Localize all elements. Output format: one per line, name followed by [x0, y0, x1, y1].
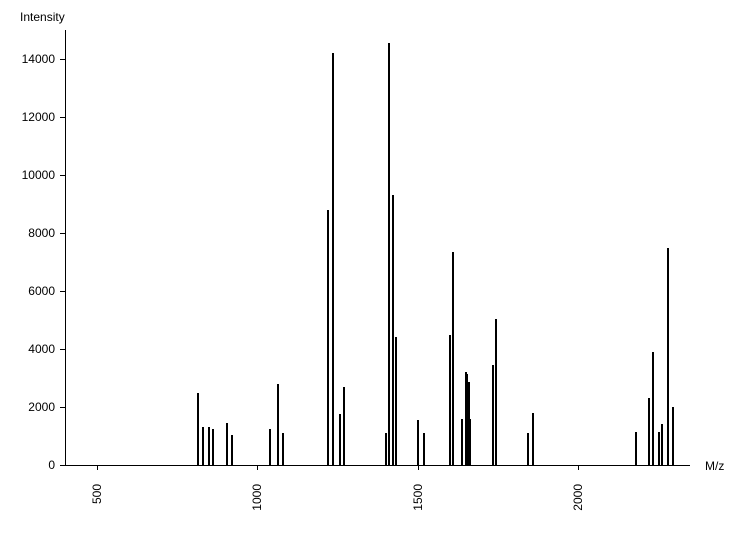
x-tick-label: 1500 [411, 484, 425, 544]
spectrum-peak [423, 433, 425, 465]
y-axis-line [65, 30, 66, 465]
spectrum-peak [495, 319, 497, 465]
spectrum-peak [392, 195, 394, 465]
spectrum-peak [661, 424, 663, 465]
y-tick [60, 233, 65, 234]
spectrum-peak [449, 335, 451, 466]
y-tick [60, 59, 65, 60]
x-tick [97, 465, 98, 470]
spectrum-peak [269, 429, 271, 465]
spectrum-peak [667, 248, 669, 466]
y-tick-label: 0 [0, 458, 55, 472]
x-tick-label: 500 [90, 484, 104, 544]
y-tick [60, 291, 65, 292]
spectrum-peak [417, 420, 419, 465]
spectrum-peak [327, 210, 329, 465]
spectrum-peak [208, 427, 210, 465]
y-tick [60, 117, 65, 118]
y-tick-label: 8000 [0, 226, 55, 240]
spectrum-peak [395, 337, 397, 465]
x-tick [578, 465, 579, 470]
spectrum-peak [197, 393, 199, 466]
spectrum-peak [527, 433, 529, 465]
spectrum-peak [332, 53, 334, 465]
spectrum-peak [652, 352, 654, 465]
spectrum-peak [202, 427, 204, 465]
spectrum-peak [212, 429, 214, 465]
spectrum-peak [282, 433, 284, 465]
y-axis-title: Intensity [20, 10, 65, 24]
y-tick [60, 349, 65, 350]
y-tick [60, 407, 65, 408]
spectrum-peak [461, 419, 463, 465]
spectrum-peak [635, 432, 637, 465]
spectrum-peak [339, 414, 341, 465]
x-tick [257, 465, 258, 470]
x-tick-label: 1000 [250, 484, 264, 544]
spectrum-peak [277, 384, 279, 465]
y-tick-label: 4000 [0, 342, 55, 356]
y-tick-label: 10000 [0, 168, 55, 182]
spectrum-peak [492, 365, 494, 465]
spectrum-peak [672, 407, 674, 465]
y-tick-label: 2000 [0, 400, 55, 414]
spectrum-peak [231, 435, 233, 465]
spectrum-peak [648, 398, 650, 465]
y-tick-label: 14000 [0, 52, 55, 66]
y-tick-label: 6000 [0, 284, 55, 298]
x-tick [418, 465, 419, 470]
x-axis-line [65, 465, 690, 466]
y-tick [60, 175, 65, 176]
x-tick-label: 2000 [571, 484, 585, 544]
spectrum-peak [385, 433, 387, 465]
y-tick [60, 465, 65, 466]
y-tick-label: 12000 [0, 110, 55, 124]
x-axis-title: M/z [705, 459, 724, 473]
spectrum-peak [532, 413, 534, 465]
mass-spectrum-chart: Intensity M/z 0 2000 4000 6000 8000 10000 1200… [0, 0, 750, 540]
spectrum-peak [388, 43, 390, 465]
spectrum-peak [452, 252, 454, 465]
spectrum-peak [343, 387, 345, 465]
spectrum-peak [469, 419, 471, 465]
spectrum-peak [226, 423, 228, 465]
spectrum-peak [658, 432, 660, 465]
